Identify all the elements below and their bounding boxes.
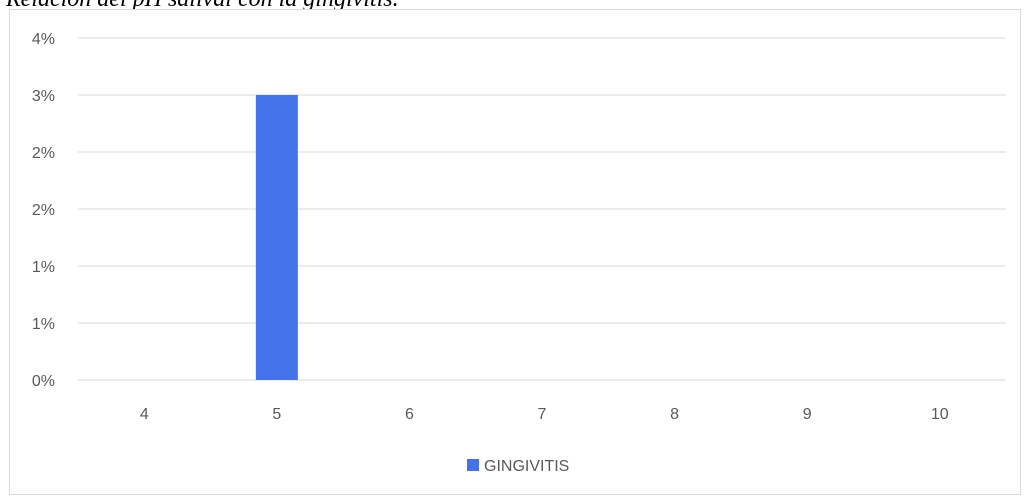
y-tick-label: 3% [32, 88, 55, 105]
x-tick-label: 10 [931, 406, 949, 423]
x-tick-label: 4 [140, 406, 149, 423]
legend-label: GINGIVITIS [484, 458, 569, 475]
bar [255, 95, 298, 380]
bars [255, 95, 298, 380]
x-tick-label: 6 [405, 406, 414, 423]
y-axis-ticks: 0% 1% 1% 2% 2% 3% 4% [32, 31, 55, 390]
x-axis-ticks: 4 5 6 7 8 9 10 [140, 406, 949, 423]
y-tick-label: 4% [32, 31, 55, 48]
x-tick-label: 9 [803, 406, 812, 423]
y-tick-label: 2% [32, 145, 55, 162]
x-tick-label: 8 [670, 406, 679, 423]
y-tick-label: 0% [32, 373, 55, 390]
x-tick-label: 7 [538, 406, 547, 423]
y-tick-label: 1% [32, 316, 55, 333]
gridlines [78, 37, 1006, 381]
chart-frame [9, 9, 1021, 495]
x-tick-label: 5 [272, 406, 281, 423]
y-tick-label: 2% [32, 202, 55, 219]
y-tick-label: 1% [32, 259, 55, 276]
legend-swatch [467, 459, 479, 471]
legend: GINGIVITIS [467, 458, 569, 475]
